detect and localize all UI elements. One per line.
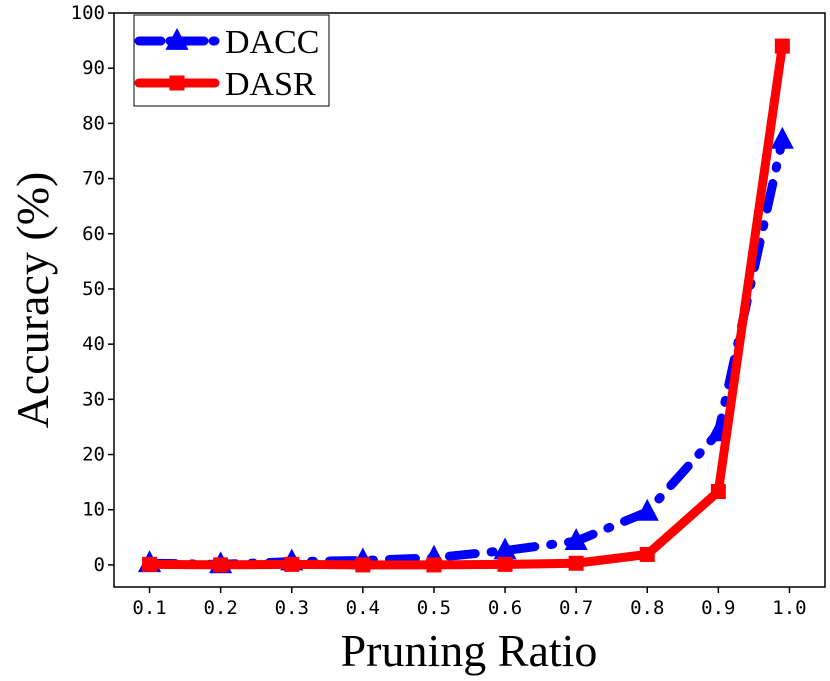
- data-point-dasr: [355, 557, 371, 573]
- data-point-dasr: [497, 556, 513, 572]
- data-point-dasr: [142, 556, 158, 572]
- y-tick-label: 70: [82, 168, 105, 190]
- y-tick-label: 30: [82, 388, 105, 410]
- x-tick-label: 0.5: [417, 597, 451, 619]
- data-point-dasr: [213, 557, 229, 573]
- y-tick-label: 90: [82, 57, 105, 79]
- data-point-dasr: [710, 484, 726, 500]
- x-tick-label: 0.2: [203, 597, 237, 619]
- x-tick-label: 0.3: [275, 597, 309, 619]
- x-tick-label: 0.6: [488, 597, 522, 619]
- x-tick-label: 0.4: [346, 597, 380, 619]
- series-dasr: [142, 38, 790, 573]
- data-point-dasr: [426, 557, 442, 573]
- y-tick-label: 50: [82, 278, 105, 300]
- x-axis: 0.1 0.2 0.3 0.4 0.5 0.6 0.7 0.8 0.9 1.0: [132, 587, 807, 619]
- y-tick-label: 80: [82, 112, 105, 134]
- y-tick-label: 60: [82, 223, 105, 245]
- legend-item-dacc: DACC: [134, 24, 319, 61]
- legend-label: DASR: [225, 66, 316, 103]
- y-tick-label: 20: [82, 444, 105, 466]
- x-tick-label: 0.7: [559, 597, 593, 619]
- data-point-dacc: [493, 537, 517, 560]
- series-layer: [138, 38, 794, 574]
- x-tick-label: 0.1: [132, 597, 166, 619]
- plot-frame: [113, 12, 826, 588]
- legend-box: [133, 14, 330, 107]
- y-tick-label: 0: [94, 554, 105, 576]
- legend-item-dasr: DASR: [134, 66, 316, 103]
- legend-marker: [165, 27, 189, 50]
- data-point-dasr: [639, 546, 655, 562]
- data-point-dasr: [774, 38, 790, 54]
- y-tick-label: 10: [82, 499, 105, 521]
- x-tick-label: 1.0: [772, 597, 806, 619]
- x-axis-title: Pruning Ratio: [341, 625, 598, 676]
- x-tick-label: 0.9: [701, 597, 735, 619]
- data-point-dasr: [568, 555, 584, 571]
- series-line-dacc: [145, 135, 787, 569]
- legend-marker: [169, 75, 185, 91]
- legend-label: DACC: [225, 24, 319, 61]
- legend: DACC DASR: [133, 14, 330, 107]
- x-tick-label: 0.8: [630, 597, 664, 619]
- y-axis-title: Accuracy (%): [7, 172, 58, 429]
- data-point-dacc: [635, 498, 659, 521]
- y-tick-label: 40: [82, 333, 105, 355]
- y-tick-label: 100: [71, 2, 105, 24]
- data-point-dacc: [564, 528, 588, 551]
- y-axis: 0 10 20 30 40 50 60 70 80 90 100: [71, 2, 114, 576]
- data-point-dacc: [770, 126, 794, 149]
- data-point-dasr: [284, 556, 300, 572]
- series-line-dasr: [145, 41, 787, 570]
